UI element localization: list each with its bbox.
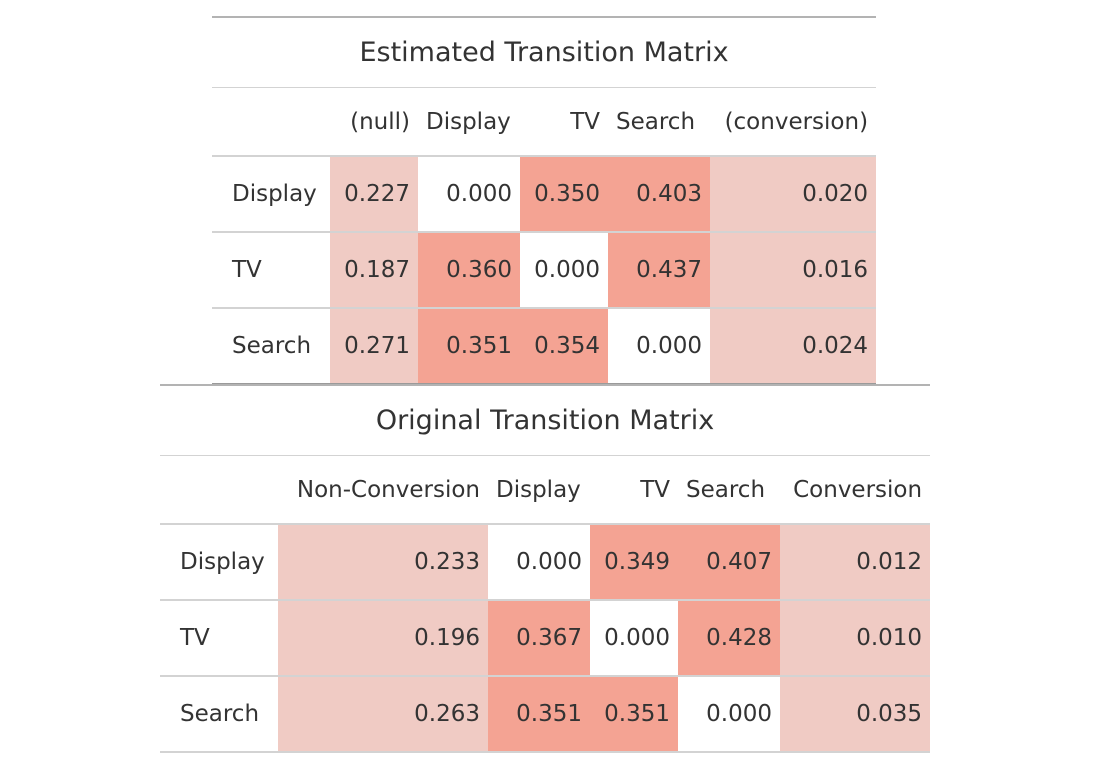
cell-value: 0.016 — [710, 231, 877, 308]
column-header: Search — [678, 455, 780, 525]
row-label: Search — [212, 307, 330, 385]
cell-value: 0.349 — [590, 523, 678, 600]
cell-value: 0.196 — [278, 599, 488, 676]
table-title: Estimated Transition Matrix — [212, 16, 877, 88]
cell-value: 0.428 — [678, 599, 780, 676]
column-header: TV — [590, 455, 678, 525]
cell-value: 0.024 — [710, 307, 877, 385]
cell-value: 0.000 — [418, 155, 520, 232]
column-header: Non-Conversion — [278, 455, 488, 525]
cell-value: 0.437 — [608, 231, 710, 308]
estimated-transition-matrix-table: Estimated Transition Matrix (null) Displ… — [212, 16, 877, 385]
cell-value: 0.351 — [488, 675, 590, 753]
cell-value: 0.233 — [278, 523, 488, 600]
column-header: Conversion — [780, 455, 931, 525]
cell-value: 0.000 — [590, 599, 678, 676]
cell-value: 0.035 — [780, 675, 931, 753]
cell-value: 0.271 — [330, 307, 418, 385]
row-label: Display — [212, 155, 330, 232]
original-transition-matrix-table: Original Transition Matrix Non-Conversio… — [160, 384, 931, 753]
cell-value: 0.360 — [418, 231, 520, 308]
cell-value: 0.263 — [278, 675, 488, 753]
column-header: Display — [488, 455, 590, 525]
column-header: Display — [418, 87, 520, 157]
cell-value: 0.354 — [520, 307, 608, 385]
cell-value: 0.020 — [710, 155, 877, 232]
column-header: Search — [608, 87, 710, 157]
cell-value: 0.407 — [678, 523, 780, 600]
cell-value: 0.351 — [418, 307, 520, 385]
cell-value: 0.403 — [608, 155, 710, 232]
cell-value: 0.350 — [520, 155, 608, 232]
column-header — [160, 455, 278, 525]
column-header: (conversion) — [710, 87, 877, 157]
column-header — [212, 87, 330, 157]
cell-value: 0.367 — [488, 599, 590, 676]
row-label: Search — [160, 675, 278, 753]
row-label: TV — [212, 231, 330, 308]
cell-value: 0.351 — [590, 675, 678, 753]
cell-value: 0.000 — [488, 523, 590, 600]
cell-value: 0.000 — [520, 231, 608, 308]
column-header: (null) — [330, 87, 418, 157]
table-row: Display 0.233 0.000 0.349 0.407 0.012 — [160, 523, 931, 600]
table-row: TV 0.196 0.367 0.000 0.428 0.010 — [160, 599, 931, 676]
table-row: Search 0.263 0.351 0.351 0.000 0.035 — [160, 675, 931, 753]
table-row: TV 0.187 0.360 0.000 0.437 0.016 — [212, 231, 877, 308]
table-title: Original Transition Matrix — [160, 384, 931, 456]
column-header: TV — [520, 87, 608, 157]
row-label: Display — [160, 523, 278, 600]
row-label: TV — [160, 599, 278, 676]
cell-value: 0.187 — [330, 231, 418, 308]
cell-value: 0.227 — [330, 155, 418, 232]
cell-value: 0.012 — [780, 523, 931, 600]
cell-value: 0.010 — [780, 599, 931, 676]
table-row: Search 0.271 0.351 0.354 0.000 0.024 — [212, 307, 877, 385]
table-row: Display 0.227 0.000 0.350 0.403 0.020 — [212, 155, 877, 232]
cell-value: 0.000 — [608, 307, 710, 385]
cell-value: 0.000 — [678, 675, 780, 753]
